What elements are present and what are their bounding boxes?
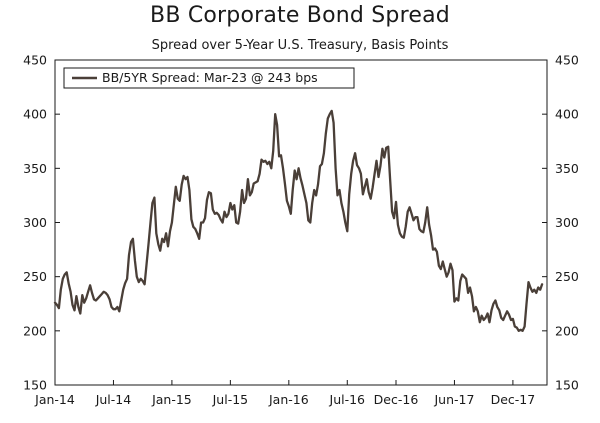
- y-tick-label-left: 300: [23, 215, 47, 230]
- y-tick-label-left: 250: [23, 269, 47, 284]
- plot-frame: [54, 59, 548, 386]
- y-tick-label-right: 200: [555, 323, 579, 338]
- y-tick-label-left: 400: [23, 107, 47, 122]
- legend-box: [63, 67, 355, 89]
- x-tick-label: Jul-15: [212, 392, 249, 407]
- chart-subtitle: Spread over 5-Year U.S. Treasury, Basis …: [151, 38, 449, 53]
- y-tick-label-right: 250: [555, 269, 579, 284]
- x-tick-label: Jul-16: [329, 392, 366, 407]
- y-tick-label-left: 450: [23, 53, 47, 68]
- legend: BB/5YR Spread: Mar-23 @ 243 bps: [63, 67, 355, 89]
- x-tick-label: Jan-14: [34, 392, 75, 407]
- chart-title: BB Corporate Bond Spread: [150, 3, 450, 28]
- y-tick-label-right: 450: [555, 53, 579, 68]
- axes-layer: 150 150 200 200 250 250 300 300 350 350 400 400 450 4…: [23, 53, 579, 408]
- x-tick-label: Jan-15: [151, 392, 192, 407]
- y-tick-label-right: 300: [555, 215, 579, 230]
- y-tick-label-left: 200: [23, 323, 47, 338]
- x-tick-label: Jan-16: [268, 392, 309, 407]
- y-tick-label-right: 150: [555, 378, 579, 393]
- series-line-bb-spread: [53, 109, 544, 332]
- y-tick-label-right: 350: [555, 161, 579, 176]
- x-tick-label: Jul-14: [95, 392, 132, 407]
- y-tick-label-left: 350: [23, 161, 47, 176]
- series-layer: [53, 109, 544, 332]
- x-tick-label: Jun-17: [433, 392, 474, 407]
- x-tick-label: Dec-17: [491, 392, 536, 407]
- y-tick-label-right: 400: [555, 107, 579, 122]
- x-tick-label: Dec-16: [374, 392, 419, 407]
- y-tick-label-left: 150: [23, 378, 47, 393]
- legend-label: BB/5YR Spread: Mar-23 @ 243 bps: [102, 70, 318, 85]
